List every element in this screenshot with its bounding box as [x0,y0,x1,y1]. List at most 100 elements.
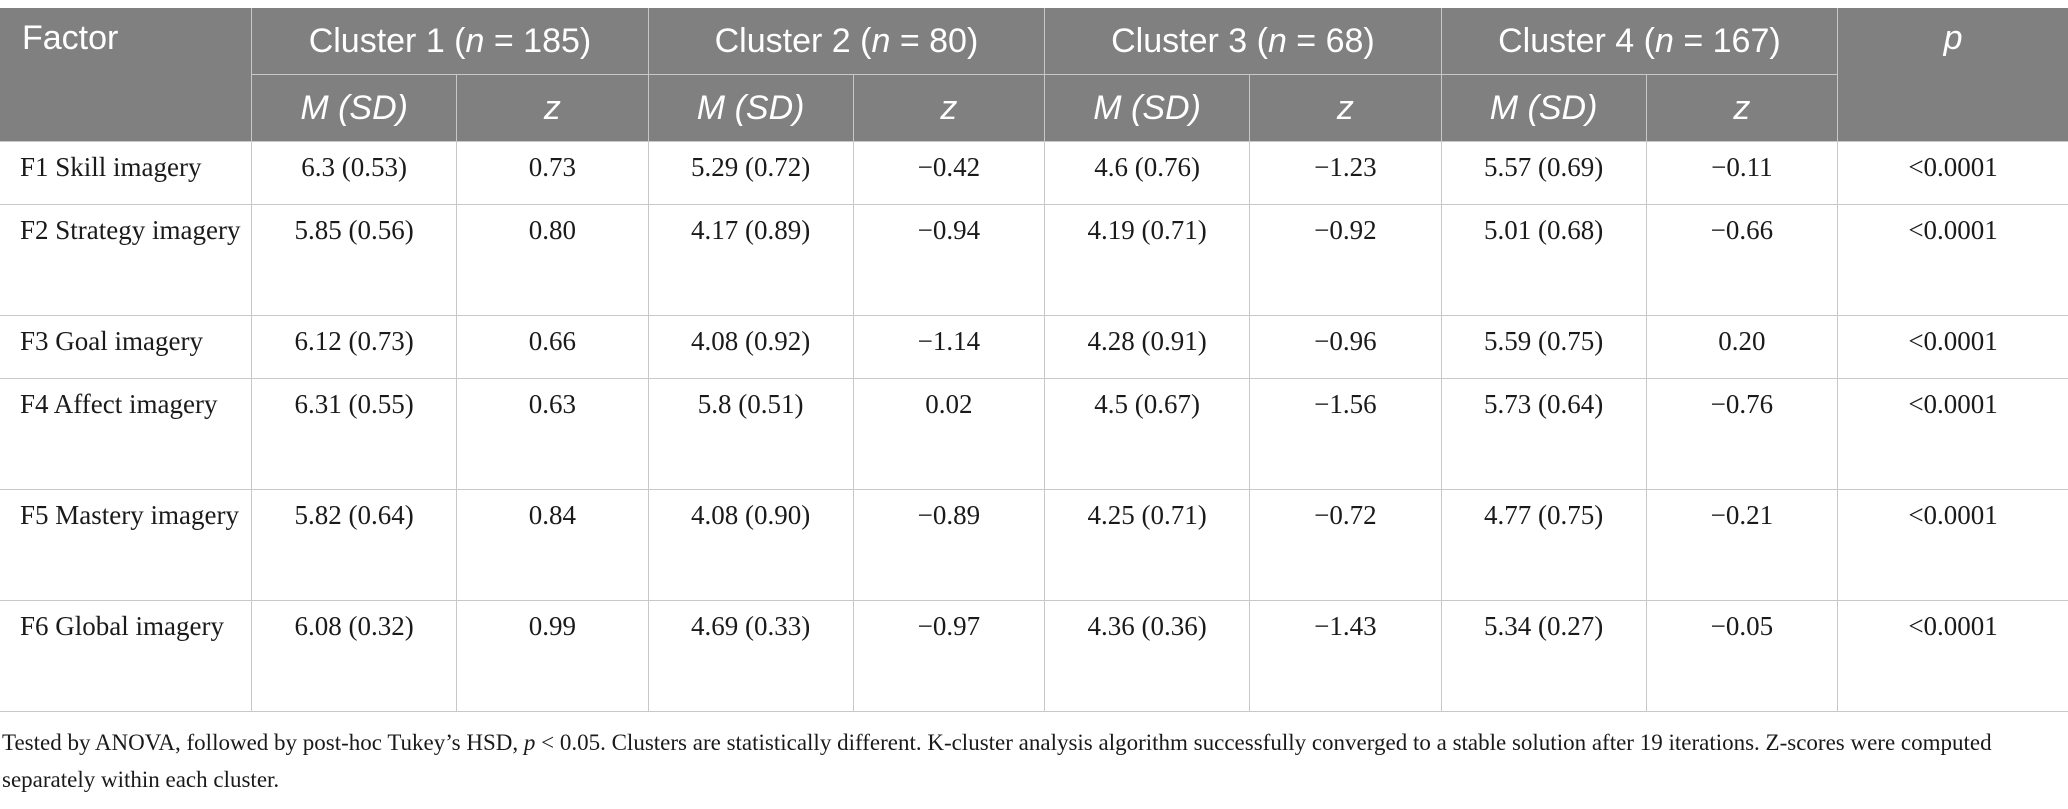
header-factor: Factor [0,8,253,142]
header-p: p [1837,8,2068,142]
cell-c3-z: −0.96 [1249,315,1442,379]
cell-c4-msd: 5.34 (0.27) [1441,600,1647,712]
cell-c3-z: −1.56 [1249,378,1442,490]
cell-c1-msd: 5.82 (0.64) [251,489,458,601]
header-cluster-1-post: = 185) [484,21,592,60]
cell-c4-z: −0.66 [1646,204,1839,316]
cell-c2-msd: 5.29 (0.72) [648,141,854,205]
header-cluster-2-pre: Cluster 2 ( [714,21,872,60]
header-c4-msd: M (SD) [1441,74,1647,142]
cell-p: <0.0001 [1837,600,2068,712]
cell-c2-msd: 5.8 (0.51) [648,378,854,490]
header-cluster-4: Cluster 4 (n = 167) [1441,8,1839,75]
table-row-f1: F1 Skill imagery 6.3 (0.53) 0.73 5.29 (0… [0,141,2068,205]
header-cluster-3-n: n [1267,21,1287,60]
cell-c3-z: −0.72 [1249,489,1442,601]
header-cluster-1-n: n [465,21,485,60]
row-factor-label: F2 Strategy imagery [0,204,253,316]
cell-c3-msd: 4.28 (0.91) [1044,315,1251,379]
cell-c1-z: 0.84 [456,489,649,601]
cell-c3-msd: 4.5 (0.67) [1044,378,1251,490]
cell-c2-z: −0.97 [853,600,1046,712]
header-cluster-1-pre: Cluster 1 ( [308,21,466,60]
row-factor-label: F4 Affect imagery [0,378,253,490]
cell-c2-z: −0.42 [853,141,1046,205]
header-c3-z: z [1249,74,1442,142]
table-row-f2: F2 Strategy imagery 5.85 (0.56) 0.80 4.1… [0,204,2068,316]
cell-c1-msd: 6.08 (0.32) [251,600,458,712]
header-cluster-3: Cluster 3 (n = 68) [1044,8,1442,75]
cell-c4-msd: 5.59 (0.75) [1441,315,1647,379]
cluster-profile-table: Factor Cluster 1 (n = 185) Cluster 2 (n … [0,8,2068,712]
cell-c1-z: 0.73 [456,141,649,205]
cell-c4-z: −0.21 [1646,489,1839,601]
cell-c1-z: 0.66 [456,315,649,379]
header-cluster-2-n: n [871,21,891,60]
cell-p: <0.0001 [1837,489,2068,601]
header-cluster-2-post: = 80) [890,21,979,60]
header-cluster-3-post: = 68) [1286,21,1375,60]
header-c3-msd: M (SD) [1044,74,1251,142]
cell-c3-msd: 4.6 (0.76) [1044,141,1251,205]
table-row-f4: F4 Affect imagery 6.31 (0.55) 0.63 5.8 (… [0,378,2068,490]
cell-c2-z: −0.89 [853,489,1046,601]
header-cluster-2: Cluster 2 (n = 80) [648,8,1046,75]
cell-c4-msd: 5.57 (0.69) [1441,141,1647,205]
cell-c3-z: −0.92 [1249,204,1442,316]
cell-p: <0.0001 [1837,315,2068,379]
cell-c4-msd: 5.01 (0.68) [1441,204,1647,316]
cell-c2-z: −0.94 [853,204,1046,316]
cell-c3-msd: 4.36 (0.36) [1044,600,1251,712]
cell-c3-z: −1.43 [1249,600,1442,712]
header-c1-msd: M (SD) [251,74,458,142]
row-factor-label: F5 Mastery imagery [0,489,253,601]
header-cluster-4-pre: Cluster 4 ( [1498,21,1655,60]
header-cluster-4-n: n [1654,21,1674,60]
cell-c2-z: 0.02 [853,378,1046,490]
footnote-part-2: < 0.05. Clusters are statistically diffe… [2,730,1992,792]
cell-c1-msd: 6.31 (0.55) [251,378,458,490]
footnote-p-symbol: p [523,730,536,755]
cell-c4-msd: 5.73 (0.64) [1441,378,1647,490]
row-factor-label: F1 Skill imagery [0,141,253,205]
cell-c2-msd: 4.17 (0.89) [648,204,854,316]
cell-c3-z: −1.23 [1249,141,1442,205]
cell-c2-z: −1.14 [853,315,1046,379]
cell-c1-msd: 6.12 (0.73) [251,315,458,379]
header-c4-z: z [1646,74,1839,142]
header-cluster-4-post: = 167) [1673,21,1781,60]
header-c1-z: z [456,74,649,142]
cell-c1-z: 0.63 [456,378,649,490]
header-cluster-1: Cluster 1 (n = 185) [251,8,649,75]
cell-c1-msd: 6.3 (0.53) [251,141,458,205]
cell-c4-z: −0.05 [1646,600,1839,712]
cell-c3-msd: 4.19 (0.71) [1044,204,1251,316]
cell-c4-z: −0.11 [1646,141,1839,205]
table-row-f6: F6 Global imagery 6.08 (0.32) 0.99 4.69 … [0,600,2068,712]
cell-p: <0.0001 [1837,141,2068,205]
header-c2-z: z [853,74,1046,142]
results-table-container: Factor Cluster 1 (n = 185) Cluster 2 (n … [0,8,2068,712]
footnote-part-1: Tested by ANOVA, followed by post-hoc Tu… [2,730,524,755]
header-c2-msd: M (SD) [648,74,854,142]
header-cluster-3-pre: Cluster 3 ( [1111,21,1268,60]
cell-c2-msd: 4.08 (0.92) [648,315,854,379]
cell-p: <0.0001 [1837,204,2068,316]
cell-c1-msd: 5.85 (0.56) [251,204,458,316]
table-body: F1 Skill imagery 6.3 (0.53) 0.73 5.29 (0… [0,141,2068,712]
cell-c3-msd: 4.25 (0.71) [1044,489,1251,601]
table-header: Factor Cluster 1 (n = 185) Cluster 2 (n … [0,8,2068,142]
cell-c1-z: 0.80 [456,204,649,316]
table-row-f5: F5 Mastery imagery 5.82 (0.64) 0.84 4.08… [0,489,2068,601]
cell-c2-msd: 4.08 (0.90) [648,489,854,601]
row-factor-label: F6 Global imagery [0,600,253,712]
table-row-f3: F3 Goal imagery 6.12 (0.73) 0.66 4.08 (0… [0,315,2068,379]
cell-c4-z: −0.76 [1646,378,1839,490]
cell-c1-z: 0.99 [456,600,649,712]
table-footnote: Tested by ANOVA, followed by post-hoc Tu… [2,724,2062,798]
row-factor-label: F3 Goal imagery [0,315,253,379]
cell-c4-z: 0.20 [1646,315,1839,379]
cell-c2-msd: 4.69 (0.33) [648,600,854,712]
cell-c4-msd: 4.77 (0.75) [1441,489,1647,601]
cell-p: <0.0001 [1837,378,2068,490]
